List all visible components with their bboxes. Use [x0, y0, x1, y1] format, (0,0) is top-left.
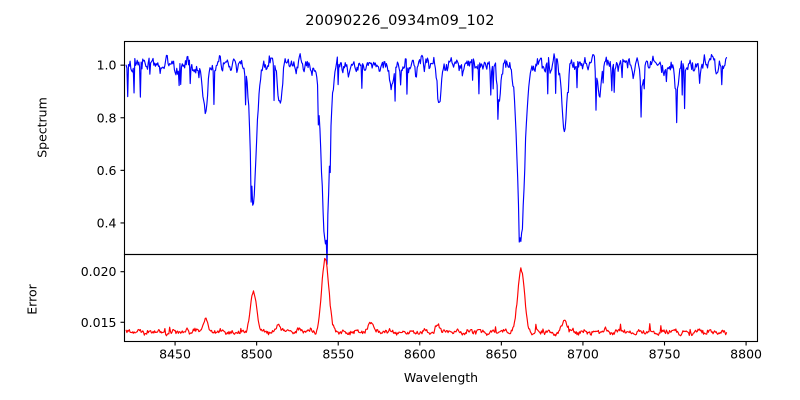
y-axis-label-spectrum: Spectrum: [34, 97, 50, 158]
error-data-line: [125, 257, 728, 337]
spectrum-tick-label: 0.4: [97, 215, 117, 230]
x-ticks: 8450 8500 8550 8600 8650 8700 8750 8800: [159, 341, 762, 362]
spectrum-panel-frame: [123, 40, 759, 256]
x-tick-label: 8700: [567, 347, 599, 362]
spectrum-tick-label: 1.0: [97, 58, 117, 73]
error-panel-frame: [123, 253, 759, 343]
x-tick-label: 8750: [649, 347, 681, 362]
error-y-ticks: 0.020 0.015: [81, 264, 125, 330]
x-axis-label: Wavelength: [403, 370, 479, 385]
x-tick-label: 8600: [404, 347, 436, 362]
x-tick-label: 8800: [730, 347, 762, 362]
spectrum-tick-label: 0.8: [97, 110, 117, 125]
x-tick-label: 8450: [159, 347, 191, 362]
error-tick-label: 0.015: [81, 315, 117, 330]
x-tick-label: 8550: [322, 347, 354, 362]
spectrum-panel: 1.0 0.8 0.6 0.4: [97, 40, 759, 265]
error-tick-label: 0.020: [81, 264, 117, 279]
x-tick-label: 8650: [485, 347, 517, 362]
y-axis-label-error: Error: [24, 284, 40, 315]
spectrum-y-ticks: 1.0 0.8 0.6 0.4: [97, 58, 125, 230]
x-tick-label: 8500: [241, 347, 273, 362]
spectrum-tick-label: 0.6: [97, 163, 117, 178]
spectrum-data-line: [125, 53, 728, 265]
figure-title: 20090226_0934m09_102: [305, 13, 495, 29]
